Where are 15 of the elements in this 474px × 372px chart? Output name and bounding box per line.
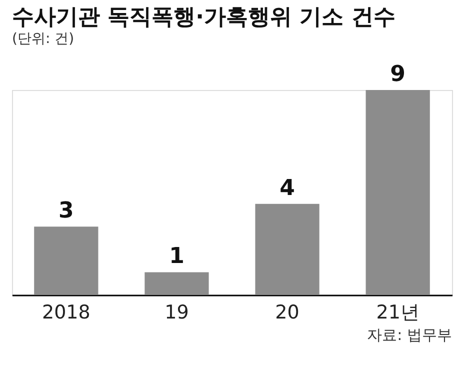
data-label: 4 [280, 176, 295, 201]
chart-title: 수사기관 독직폭행·가혹행위 기소 건수 [12, 5, 396, 30]
x-tick-label: 21년 [376, 302, 420, 324]
x-tick-label: 2018 [42, 302, 90, 324]
data-label: 9 [390, 62, 406, 87]
bar [255, 204, 320, 295]
x-tick-label: 19 [164, 302, 189, 324]
x-tick-label: 20 [275, 302, 300, 324]
bar [144, 272, 209, 295]
data-label: 1 [169, 244, 184, 270]
bar [34, 226, 98, 295]
chart-subtitle: (단위: 건) [12, 31, 74, 47]
bar [366, 90, 430, 295]
data-label: 3 [58, 198, 74, 224]
text: 자료: 법무부 [367, 326, 452, 344]
